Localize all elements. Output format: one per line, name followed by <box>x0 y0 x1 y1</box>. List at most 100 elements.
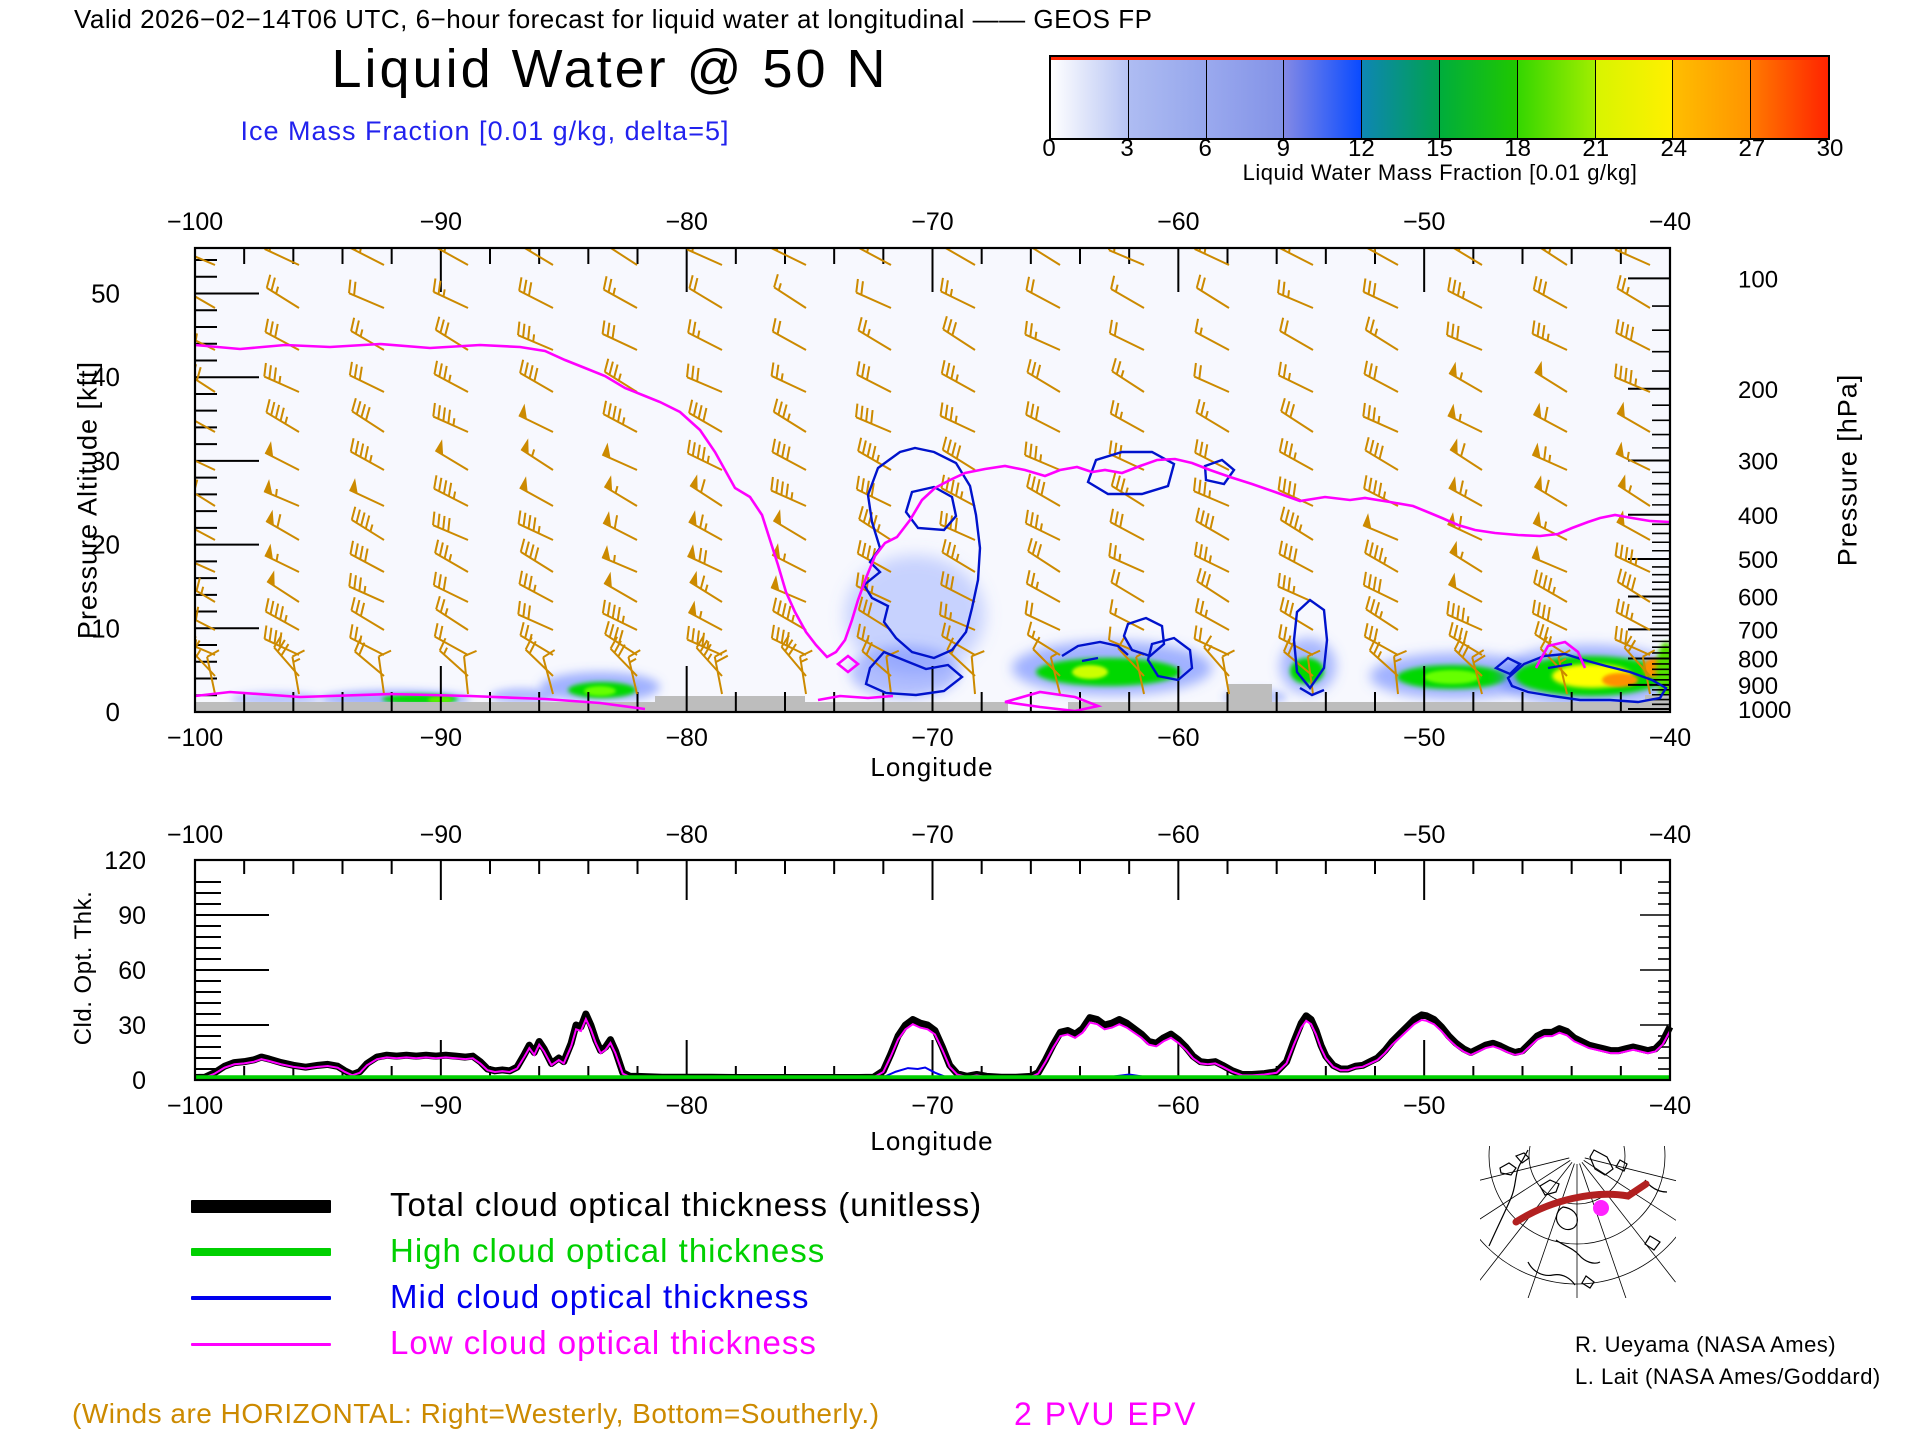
main-x-title: Longitude <box>870 752 994 782</box>
svg-text:−80: −80 <box>665 724 707 752</box>
pvu-tropopause-line <box>195 342 1670 712</box>
svg-text:500: 500 <box>1738 547 1778 574</box>
svg-text:−100: −100 <box>167 208 223 236</box>
svg-text:200: 200 <box>1738 377 1778 404</box>
colorbar-segment <box>1438 57 1517 138</box>
svg-text:900: 900 <box>1738 673 1778 700</box>
svg-text:0: 0 <box>132 1067 146 1095</box>
svg-text:−60: −60 <box>1157 821 1199 849</box>
lower-axis-labels: −100 −100 −90 −90 −80 −80 −70 −70 −60 −60 −50 −50 −4… <box>104 821 1691 1120</box>
colorbar-segment <box>1283 57 1362 138</box>
colorbar-segment <box>1127 57 1206 138</box>
svg-text:24: 24 <box>1660 135 1687 162</box>
pvu-note: 2 PVU EPV <box>1014 1396 1198 1432</box>
colorbar-segment <box>1205 57 1284 138</box>
svg-text:−60: −60 <box>1157 1092 1199 1120</box>
colorbar-segment <box>1750 57 1828 138</box>
svg-text:−40: −40 <box>1649 208 1691 236</box>
svg-text:50: 50 <box>91 279 120 309</box>
svg-text:−40: −40 <box>1649 821 1691 849</box>
lower-plot: −100 −100 −90 −90 −80 −80 −70 −70 −60 −60 −50 −50 −4… <box>104 821 1691 1120</box>
svg-text:−60: −60 <box>1157 724 1199 752</box>
svg-text:−70: −70 <box>911 208 953 236</box>
svg-text:−70: −70 <box>911 1092 953 1120</box>
svg-text:−80: −80 <box>665 821 707 849</box>
svg-text:27: 27 <box>1739 135 1766 162</box>
svg-text:−50: −50 <box>1403 821 1445 849</box>
svg-text:400: 400 <box>1738 503 1778 530</box>
svg-text:−50: −50 <box>1403 1092 1445 1120</box>
colorbar-ticks: 0 3 6 9 12 15 18 21 24 27 30 <box>1042 135 1843 162</box>
svg-text:−50: −50 <box>1403 724 1445 752</box>
legend-swatch-total <box>191 1199 331 1213</box>
subtitle-ice-mass-fraction: Ice Mass Fraction [0.01 g/kg, delta=5] <box>240 116 730 146</box>
legend-swatch-high <box>191 1248 331 1256</box>
wind-barbs <box>195 248 1656 695</box>
svg-text:18: 18 <box>1504 135 1531 162</box>
svg-text:0: 0 <box>106 697 120 727</box>
colorbar-segment <box>1516 57 1595 138</box>
inset-map <box>1480 1146 1676 1298</box>
svg-text:12: 12 <box>1348 135 1375 162</box>
svg-text:40: 40 <box>91 362 120 392</box>
svg-text:3: 3 <box>1120 135 1133 162</box>
page-title: Liquid Water @ 50 N <box>331 39 889 99</box>
svg-text:−90: −90 <box>420 724 462 752</box>
legend-label-high: High cloud optical thickness <box>390 1232 826 1269</box>
colorbar-caption: Liquid Water Mass Fraction [0.01 g/kg] <box>1242 160 1638 185</box>
svg-text:15: 15 <box>1426 135 1453 162</box>
main-axis-labels: −100 −100 −90 −90 −80 −80 −70 −70 −60 −60 −50 −50 −4… <box>91 208 1791 752</box>
valid-line: Valid 2026−02−14T06 UTC, 6−hour forecast… <box>74 4 1153 34</box>
svg-text:−80: −80 <box>665 208 707 236</box>
colorbar-segment <box>1361 57 1439 138</box>
svg-text:9: 9 <box>1277 135 1290 162</box>
main-axes-ticks <box>194 248 1671 712</box>
liquid-water-blobs <box>231 555 1670 708</box>
svg-text:800: 800 <box>1738 647 1778 674</box>
svg-text:30: 30 <box>91 446 120 476</box>
credit-line-1: R. Ueyama (NASA Ames) <box>1575 1332 1837 1357</box>
svg-text:60: 60 <box>118 957 146 985</box>
svg-text:700: 700 <box>1738 617 1778 644</box>
svg-text:30: 30 <box>1817 135 1844 162</box>
legend-swatch-low <box>191 1342 331 1346</box>
legend-swatch-mid <box>191 1296 331 1300</box>
svg-text:21: 21 <box>1582 135 1609 162</box>
svg-text:−40: −40 <box>1649 1092 1691 1120</box>
colorbar-segment <box>1594 57 1673 138</box>
svg-text:−70: −70 <box>911 724 953 752</box>
svg-text:−50: −50 <box>1403 208 1445 236</box>
svg-text:90: 90 <box>118 902 146 930</box>
svg-text:−40: −40 <box>1649 724 1691 752</box>
svg-text:100: 100 <box>1738 266 1778 293</box>
svg-text:−90: −90 <box>420 821 462 849</box>
main-plot: −100 −100 −90 −90 −80 −80 −70 −70 −60 −60 −50 −50 −4… <box>91 208 1791 752</box>
svg-text:−90: −90 <box>420 1092 462 1120</box>
svg-text:1000: 1000 <box>1738 697 1791 724</box>
legend-label-low: Low cloud optical thickness <box>390 1324 817 1361</box>
terrain <box>195 684 1670 711</box>
svg-text:20: 20 <box>91 530 120 560</box>
colorbar <box>1049 55 1830 140</box>
svg-text:−100: −100 <box>167 724 223 752</box>
svg-text:6: 6 <box>1199 135 1212 162</box>
svg-text:120: 120 <box>104 847 146 875</box>
colorbar-top-line <box>1051 57 1828 60</box>
svg-text:300: 300 <box>1738 448 1778 475</box>
svg-text:30: 30 <box>118 1012 146 1040</box>
legend-label-mid: Mid cloud optical thickness <box>390 1278 810 1315</box>
svg-text:−70: −70 <box>911 821 953 849</box>
winds-note: (Winds are HORIZONTAL: Right=Westerly, B… <box>72 1398 880 1429</box>
colorbar-segment <box>1051 57 1128 138</box>
svg-text:10: 10 <box>91 613 120 643</box>
legend-label-total: Total cloud optical thickness (unitless) <box>390 1186 983 1223</box>
credit-line-2: L. Lait (NASA Ames/Goddard) <box>1575 1364 1881 1389</box>
svg-text:600: 600 <box>1738 585 1778 612</box>
svg-text:0: 0 <box>1042 135 1055 162</box>
svg-text:−80: −80 <box>665 1092 707 1120</box>
colorbar-segment <box>1672 57 1751 138</box>
svg-text:−100: −100 <box>167 1092 223 1120</box>
svg-text:−90: −90 <box>420 208 462 236</box>
